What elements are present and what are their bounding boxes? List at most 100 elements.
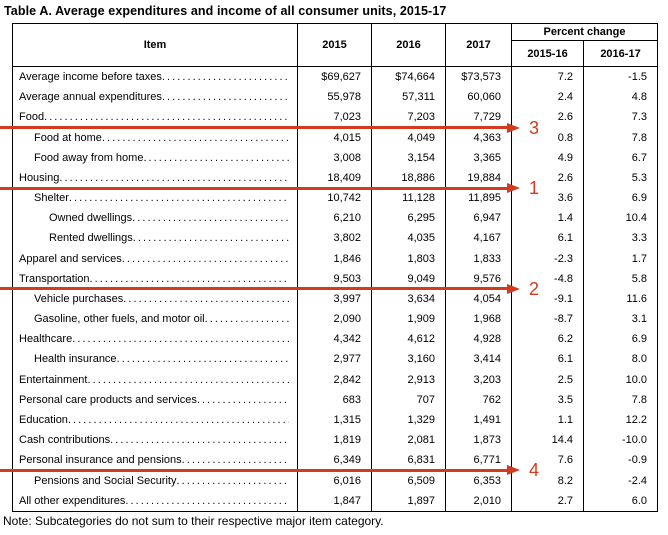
table-row: Personal care products and services 68370… — [12, 389, 659, 410]
value-2016-cell: 1,909 — [371, 309, 446, 330]
pct-change-2016-17-cell: 11.6 — [582, 288, 659, 310]
value-2017-cell: 1,833 — [445, 248, 512, 269]
value-2016-cell: 4,049 — [371, 127, 446, 148]
value-2015-cell: 6,210 — [297, 208, 372, 229]
item-label-cell: Personal care products and services — [12, 389, 298, 410]
value-2017-cell: 60,060 — [445, 87, 512, 108]
table-row: Gasoline, other fuels, and motor oil 2,09… — [12, 309, 659, 330]
pct-change-2016-17-cell: -0.9 — [582, 450, 659, 471]
pct-change-2015-16-cell: 1.4 — [511, 208, 584, 229]
value-2016-cell: 3,634 — [371, 288, 446, 310]
pct-change-2016-17-cell: 1.7 — [582, 248, 659, 269]
dotted-leader — [102, 132, 289, 144]
item-label-cell: Food away from home — [12, 147, 298, 168]
item-label-cell: Shelter — [12, 188, 298, 209]
item-label-cell: Entertainment — [12, 369, 298, 390]
dotted-leader — [69, 192, 289, 204]
pct-change-2015-16-cell: 6.1 — [511, 228, 584, 249]
col-header-2015-16: 2015-16 — [511, 40, 584, 67]
dotted-leader — [110, 434, 289, 446]
pct-change-2016-17-cell: 8.0 — [582, 349, 659, 370]
item-label: Transportation — [19, 272, 90, 285]
value-2015-cell: 2,090 — [297, 309, 372, 330]
dotted-leader — [162, 91, 289, 103]
pct-change-2016-17-cell: 3.1 — [582, 309, 659, 330]
table-header: Item 2015 2016 2017 Percent change 2015-… — [12, 23, 659, 67]
pct-change-2016-17-cell: 5.3 — [582, 167, 659, 189]
col-header-percent-change: Percent change — [510, 23, 659, 41]
item-label: Education — [19, 414, 68, 426]
pct-change-2015-16-cell: 4.9 — [511, 147, 584, 168]
value-2017-cell: 6,353 — [445, 470, 512, 491]
value-2015-cell: 9,503 — [297, 268, 372, 289]
item-label: Average income before taxes — [19, 71, 162, 84]
item-label-cell: Rented dwellings — [12, 228, 298, 249]
value-2015-cell: 2,842 — [297, 369, 372, 390]
pct-change-2016-17-cell: 5.8 — [582, 268, 659, 289]
dotted-leader — [205, 313, 289, 325]
value-2016-cell: 1,803 — [371, 248, 446, 269]
value-2015-cell: 2,977 — [297, 349, 372, 370]
value-2016-cell: 57,311 — [371, 87, 446, 108]
item-label-cell: Gasoline, other fuels, and motor oil — [12, 309, 298, 330]
pct-change-2016-17-cell: 7.8 — [582, 389, 659, 410]
pct-change-2016-17-cell: 6.7 — [582, 147, 659, 168]
value-2015-cell: 4,342 — [297, 329, 372, 350]
value-2015-cell: 1,846 — [297, 248, 372, 269]
item-label: Healthcare — [19, 333, 73, 346]
pct-change-2015-16-cell: 3.5 — [511, 389, 584, 410]
value-2016-cell: 9,049 — [371, 268, 446, 289]
value-2017-cell: 19,884 — [445, 167, 512, 189]
pct-change-2015-16-cell: 2.5 — [511, 369, 584, 390]
item-label-cell: Owned dwellings — [12, 208, 298, 229]
item-label: Gasoline, other fuels, and motor oil — [34, 313, 205, 326]
value-2015-cell: 1,847 — [297, 490, 372, 512]
value-2017-cell: 7,729 — [445, 107, 512, 128]
pct-change-2016-17-cell: 12.2 — [582, 409, 659, 431]
dotted-leader — [176, 475, 289, 487]
item-label: Entertainment — [19, 373, 88, 386]
item-label: All other expenditures — [19, 494, 126, 507]
pct-change-2015-16-cell: -2.3 — [511, 248, 584, 269]
pct-change-2016-17-cell: -10.0 — [582, 430, 659, 451]
item-label: Shelter — [34, 192, 69, 205]
value-2017-cell: 3,365 — [445, 147, 512, 168]
pct-change-2016-17-cell: 6.9 — [582, 329, 659, 350]
item-label: Vehicle purchases — [34, 292, 124, 305]
value-2016-cell: 6,831 — [371, 450, 446, 471]
pct-change-2016-17-cell: 10.0 — [582, 369, 659, 390]
item-label-cell: Vehicle purchases — [12, 288, 298, 310]
value-2017-cell: 1,968 — [445, 309, 512, 330]
pct-change-2016-17-cell: 7.3 — [582, 107, 659, 128]
value-2015-cell: 3,008 — [297, 147, 372, 168]
table-row: Apparel and services 1,8461,8031,833-2.31… — [12, 248, 659, 269]
value-2016-cell: 6,295 — [371, 208, 446, 229]
table-row: Average income before taxes $69,627$74,66… — [12, 66, 659, 88]
table-title: Table A. Average expenditures and income… — [4, 4, 447, 18]
pct-change-2016-17-cell: 6.0 — [582, 490, 659, 512]
item-label-cell: Apparel and services — [12, 248, 298, 269]
item-label-cell: Transportation — [12, 268, 298, 289]
value-2015-cell: 6,016 — [297, 470, 372, 491]
value-2016-cell: 6,509 — [371, 470, 446, 491]
item-label-cell: Pensions and Social Security — [12, 470, 298, 491]
item-label-cell: Average income before taxes — [12, 66, 298, 88]
item-label: Food at home — [34, 131, 102, 144]
table-note: Note: Subcategories do not sum to their … — [3, 514, 384, 528]
value-2015-cell: 6,349 — [297, 450, 372, 471]
value-2016-cell: 2,913 — [371, 369, 446, 390]
dotted-leader — [72, 333, 289, 345]
dotted-leader — [132, 212, 289, 224]
value-2017-cell: $73,573 — [445, 66, 512, 88]
value-2017-cell: 4,363 — [445, 127, 512, 148]
value-2017-cell: 1,873 — [445, 430, 512, 451]
item-label-cell: Housing — [12, 167, 298, 189]
dotted-leader — [123, 293, 289, 305]
